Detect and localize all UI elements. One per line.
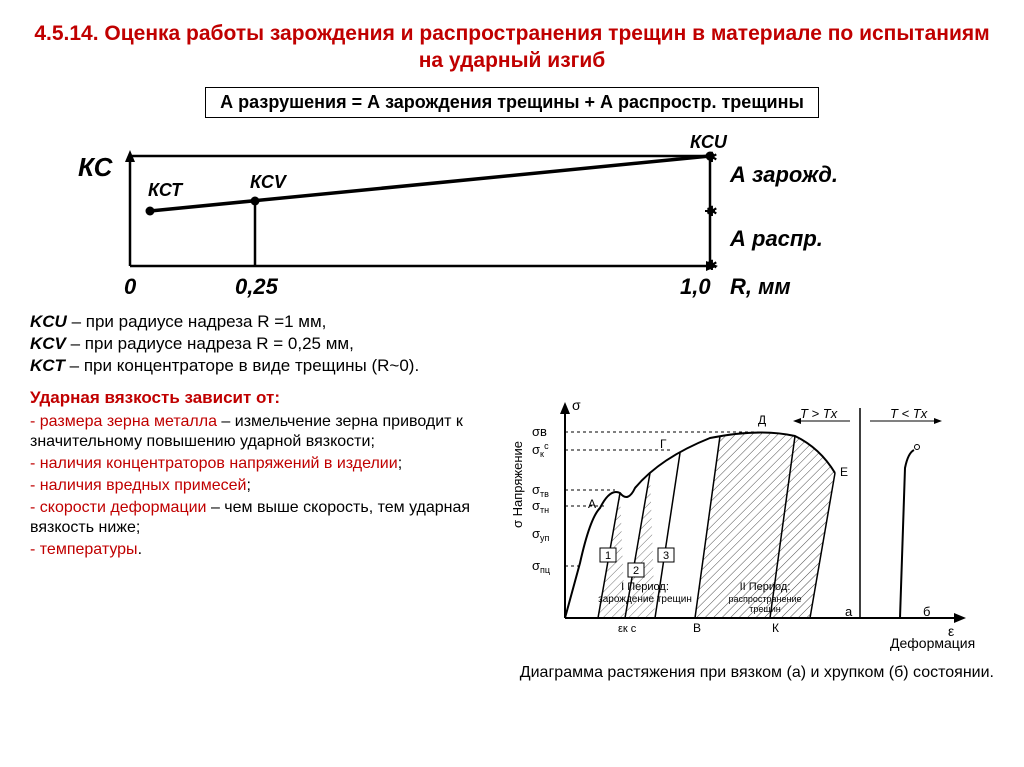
ytick-stn: σтн <box>532 498 549 515</box>
ytick-skc: σкс <box>532 441 549 459</box>
svg-text:2: 2 <box>633 565 639 577</box>
svg-text:Д: Д <box>758 413 766 427</box>
ytick-spc: σпц <box>532 558 550 575</box>
svg-text:✱: ✱ <box>706 203 718 219</box>
dep-3-black: ; <box>246 477 250 494</box>
ytick-stv: σтв <box>532 482 549 499</box>
term-kct: KCT <box>30 356 65 375</box>
formula-box: А разрушения = А зарождения трещины + А … <box>205 87 819 118</box>
ytick-sv: σв <box>532 424 547 439</box>
label-kcv: КСV <box>250 172 288 192</box>
period1-label: I Период: <box>621 581 669 593</box>
svg-text:1: 1 <box>605 550 611 562</box>
svg-text:εк с: εк с <box>618 623 637 635</box>
dependency-list: - размера зерна металла – измельчение зе… <box>30 412 502 560</box>
svg-text:Е: Е <box>840 465 848 479</box>
label-a-raspr: А распр. <box>729 226 823 251</box>
t-greater: T > Tх <box>800 406 838 421</box>
xtick-025: 0,25 <box>235 274 279 299</box>
svg-text:зарождение трещин: зарождение трещин <box>598 594 692 605</box>
y-axis-label: КС <box>78 152 114 182</box>
svg-text:σ: σ <box>572 397 581 413</box>
t-less: T < Tх <box>890 406 928 421</box>
svg-text:б: б <box>923 604 930 619</box>
svg-text:✱: ✱ <box>706 257 718 273</box>
chart-stress-strain: σ ε σв σкс σтв σтн σуп σпц σ Напряжение <box>510 388 980 658</box>
def-kcu: – при радиусе надреза R =1 мм, <box>67 312 327 331</box>
label-kct: КСТ <box>148 180 184 200</box>
svg-text:Г: Г <box>660 437 667 451</box>
dep-5-red: - температуры <box>30 541 138 558</box>
def-kct: – при концентраторе в виде трещины (R~0)… <box>65 356 419 375</box>
chart-kc: ✱ ✱ ✱ КС КСТ КСV КСU А зарожд. А распр. … <box>30 126 890 306</box>
svg-text:3: 3 <box>663 550 669 562</box>
svg-text:а: а <box>845 604 853 619</box>
ytick-sup: σуп <box>532 526 550 543</box>
dep-3-red: - наличия вредных примесей <box>30 477 246 494</box>
figure-caption: Диаграмма растяжения при вязком (а) и хр… <box>30 664 994 682</box>
svg-text:А: А <box>588 497 596 511</box>
def-kcv: – при радиусе надреза R = 0,25 мм, <box>66 334 354 353</box>
term-kcu: KCU <box>30 312 67 331</box>
dep-1-red: - размера зерна металла <box>30 413 217 430</box>
label-a-zarozhd: А зарожд. <box>729 162 838 187</box>
period2-label: II Период: <box>740 581 791 593</box>
xtick-0: 0 <box>124 274 137 299</box>
dep-4-red: - скорости деформации <box>30 499 207 516</box>
dep-2-black: ; <box>398 455 402 472</box>
x-unit: R, мм <box>730 274 791 299</box>
dep-5-black: . <box>138 541 142 558</box>
svg-text:К: К <box>772 621 779 635</box>
definitions-block: KCU – при радиусе надреза R =1 мм, KCV –… <box>30 312 994 376</box>
label-kcu: КСU <box>690 132 728 152</box>
term-kcv: KCV <box>30 334 66 353</box>
svg-text:распространение: распространение <box>728 594 801 604</box>
xtick-10: 1,0 <box>680 274 711 299</box>
page-title: 4.5.14. Оценка работы зарождения и распр… <box>30 20 994 75</box>
y-axis-label-2: σ Напряжение <box>510 441 525 528</box>
svg-text:В: В <box>693 621 701 635</box>
svg-text:трещин: трещин <box>749 604 781 614</box>
dep-2-red: - наличия концентраторов напряжений в из… <box>30 455 398 472</box>
x-axis-label-2: Деформация <box>890 635 975 651</box>
dependency-title: Ударная вязкость зависит от: <box>30 388 502 408</box>
